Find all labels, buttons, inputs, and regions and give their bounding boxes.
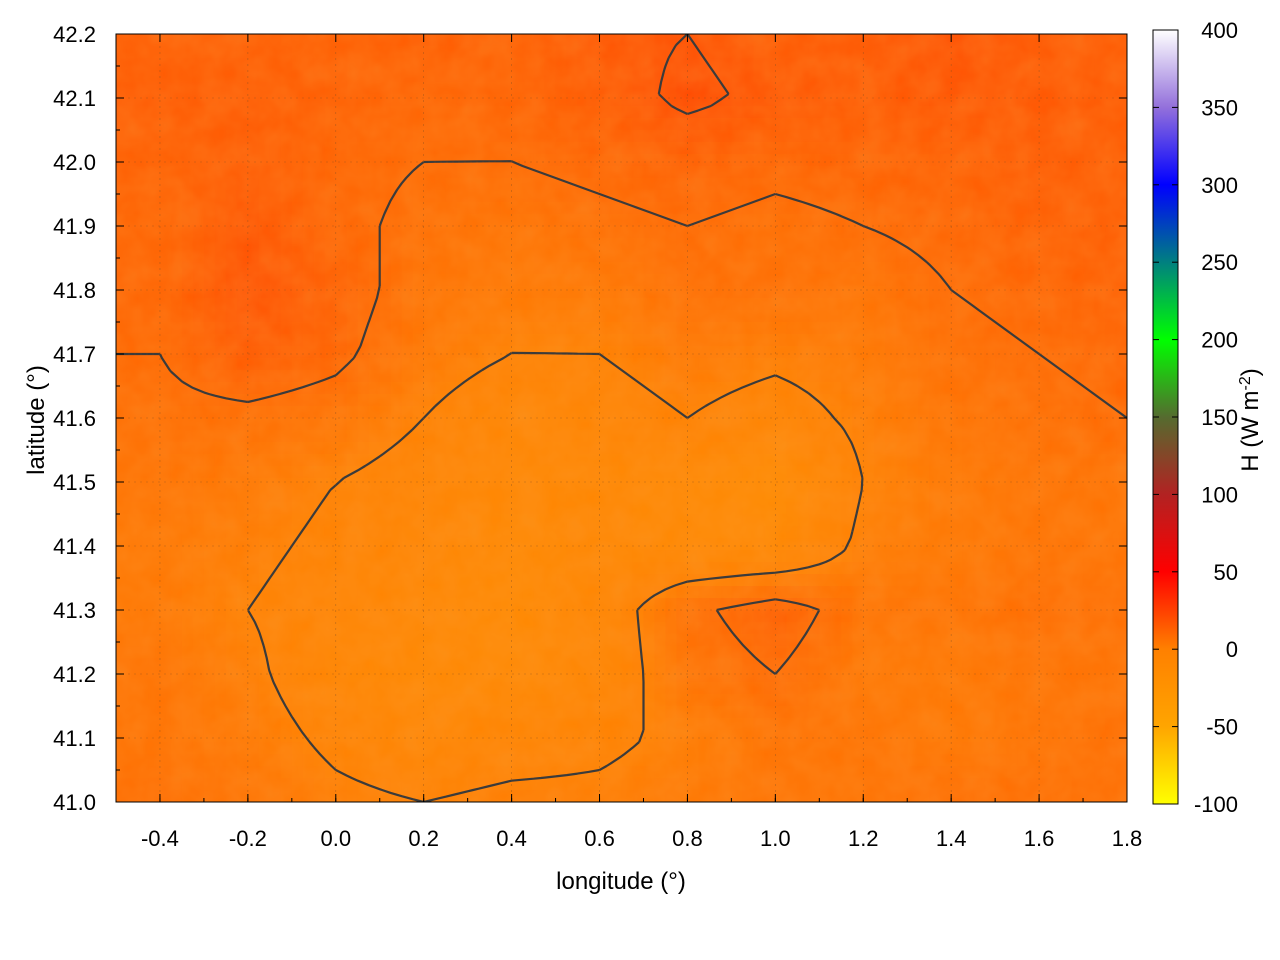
heatmap-chart: -0.4 -0.2 0.0 0.2 0.4 0.6 0.8 1.0 1.2 1.4 1.6 1.8 4… bbox=[23, 18, 1264, 895]
